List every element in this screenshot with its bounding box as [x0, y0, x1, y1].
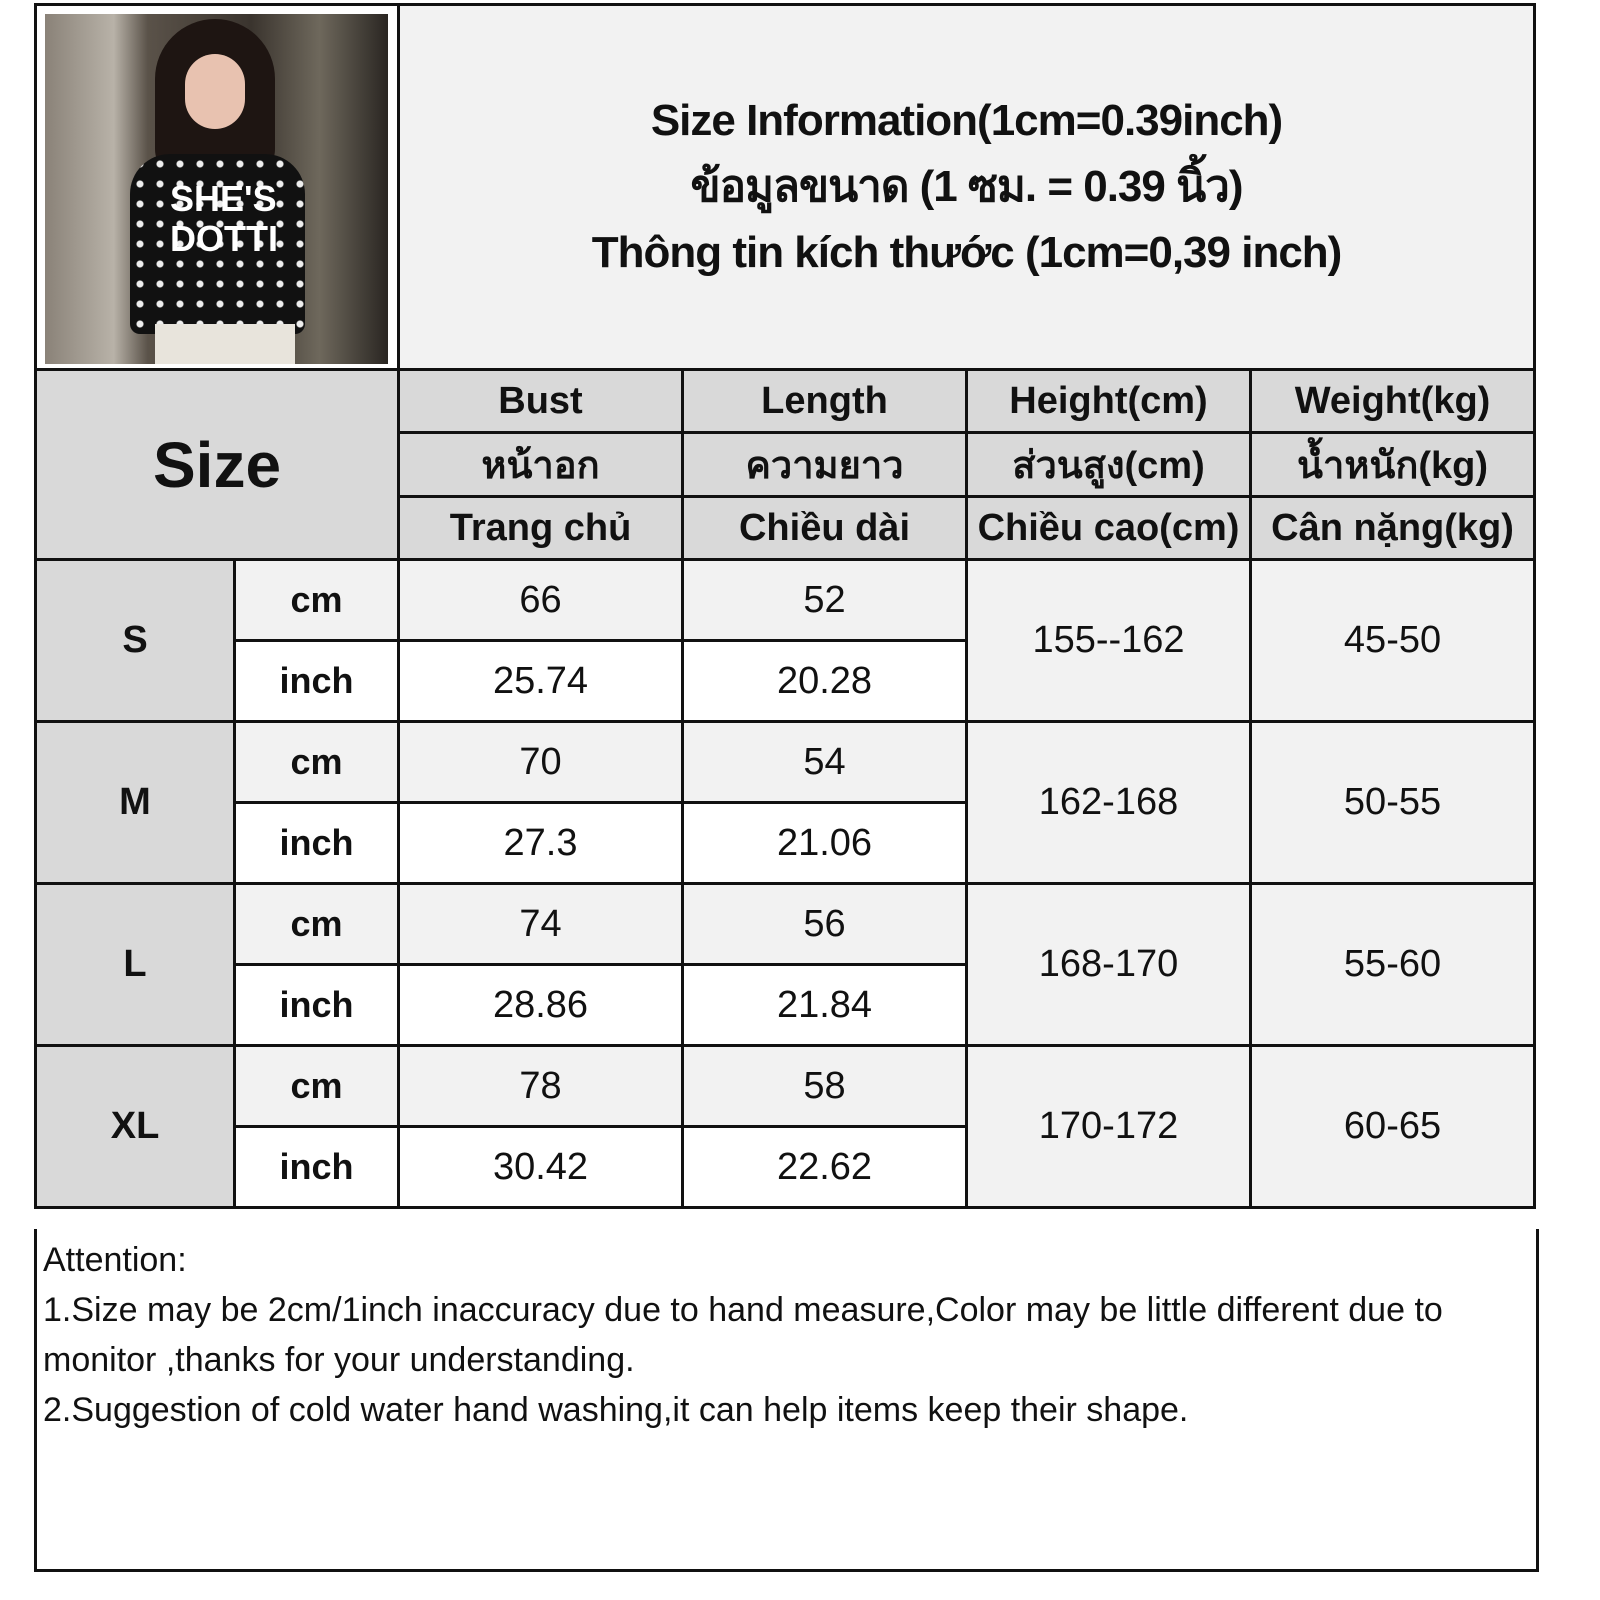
header-length-th: ความยาว [681, 431, 968, 498]
header-height-th: ส่วนสูง(cm) [965, 431, 1252, 498]
unit-inch: inch [233, 963, 400, 1047]
title-english: Size Information(1cm=0.39inch) [650, 96, 1283, 145]
header-bust-th: หน้าอก [397, 431, 684, 498]
height-range: 162-168 [965, 720, 1252, 885]
table-row: inch 30.42 22.62 [36, 1125, 1535, 1209]
unit-inch: inch [233, 1125, 400, 1209]
length-cm: 52 [681, 558, 968, 642]
weight-range: 45-50 [1248, 558, 1537, 723]
bust-cm: 78 [397, 1044, 684, 1128]
product-photo: SHE'S DOTTI [45, 14, 388, 364]
header-weight-vi: Cân nặng(kg) [1248, 495, 1537, 561]
length-cm: 54 [681, 720, 968, 804]
bust-inch: 25.74 [397, 639, 684, 723]
title-cell: Size Information(1cm=0.39inch) ข้อมูลขนา… [396, 3, 1537, 371]
unit-cm: cm [233, 558, 400, 642]
size-chart-table: SHE'S DOTTI Size Information(1cm=0.39inc… [34, 3, 1537, 1209]
bust-cm: 66 [397, 558, 684, 642]
bust-inch: 27.3 [397, 801, 684, 885]
table-row: inch 28.86 21.84 [36, 963, 1535, 1047]
attention-notes: Attention: 1.Size may be 2cm/1inch inacc… [34, 1229, 1539, 1572]
table-row: inch 27.3 21.06 [36, 801, 1535, 885]
title-thai: ข้อมูลขนาด (1 ซม. = 0.39 นิ้ว) [690, 162, 1244, 211]
weight-range: 55-60 [1248, 882, 1537, 1047]
unit-cm: cm [233, 1044, 400, 1128]
height-range: 170-172 [965, 1044, 1252, 1209]
shirt-print: SHE'S DOTTI [170, 178, 278, 259]
header-bust-en: Bust [397, 368, 684, 434]
length-cm: 56 [681, 882, 968, 966]
weight-range: 60-65 [1248, 1044, 1537, 1209]
bust-inch: 28.86 [397, 963, 684, 1047]
height-range: 168-170 [965, 882, 1252, 1047]
table-row: M cm 70 54 162-168 50-55 [34, 720, 1537, 885]
attention-note-2: 2.Suggestion of cold water hand washing,… [43, 1391, 1189, 1429]
header-length-en: Length [681, 368, 968, 434]
size-label: L [34, 882, 236, 1047]
unit-inch: inch [233, 639, 400, 723]
header-bust-vi: Trang chủ [397, 495, 684, 561]
length-inch: 20.28 [681, 639, 968, 723]
size-label: XL [34, 1044, 236, 1209]
attention-note-1: 1.Size may be 2cm/1inch inaccuracy due t… [43, 1291, 1453, 1379]
unit-cm: cm [233, 720, 400, 804]
size-header: Size [34, 368, 400, 561]
length-inch: 21.06 [681, 801, 968, 885]
title-row: SHE'S DOTTI Size Information(1cm=0.39inc… [34, 3, 1537, 371]
unit-inch: inch [233, 801, 400, 885]
size-label: M [34, 720, 236, 885]
bust-cm: 70 [397, 720, 684, 804]
header-weight-th: น้ำหนัก(kg) [1248, 431, 1537, 498]
attention-heading: Attention: [43, 1241, 187, 1279]
header-length-vi: Chiều dài [681, 495, 968, 561]
length-inch: 21.84 [681, 963, 968, 1047]
table-row: S cm 66 52 155--162 45-50 [34, 558, 1537, 723]
header-height-vi: Chiều cao(cm) [965, 495, 1252, 561]
length-cm: 58 [681, 1044, 968, 1128]
header-height-en: Height(cm) [965, 368, 1252, 434]
height-range: 155--162 [965, 558, 1252, 723]
length-inch: 22.62 [681, 1125, 968, 1209]
table-row: L cm 74 56 168-170 55-60 [34, 882, 1537, 1047]
product-photo-cell: SHE'S DOTTI [34, 3, 400, 371]
bust-cm: 74 [397, 882, 684, 966]
table-row: inch 25.74 20.28 [36, 639, 1535, 723]
table-row: XL cm 78 58 170-172 60-65 [34, 1044, 1537, 1209]
size-label: S [34, 558, 236, 723]
unit-cm: cm [233, 882, 400, 966]
title-vietnamese: Thông tin kích thước (1cm=0,39 inch) [591, 228, 1343, 277]
weight-range: 50-55 [1248, 720, 1537, 885]
header-weight-en: Weight(kg) [1248, 368, 1537, 434]
bust-inch: 30.42 [397, 1125, 684, 1209]
